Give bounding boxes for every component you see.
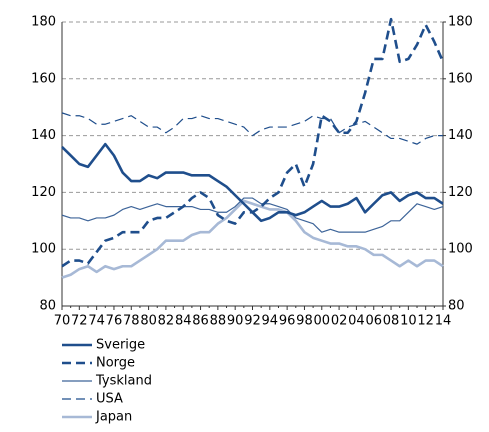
line-series [61,112,443,145]
x-tick-label: 10 [400,314,417,329]
x-tick-label: 08 [383,314,400,329]
x-tick-label: 04 [348,314,365,329]
x-tick-label: 76 [106,314,123,329]
legend-label: Sverige [96,338,145,353]
y2-tick-label: 120 [448,185,473,200]
legend-label: USA [96,392,123,407]
x-tick-label: 90 [227,314,244,329]
x-tick-label: 72 [71,314,88,329]
x-tick-label: 96 [279,314,296,329]
y2-tick-label: 180 [448,15,473,30]
x-tick-label: 14 [435,314,452,329]
y-tick-label: 80 [39,299,56,314]
x-tick-label: 84 [175,314,192,329]
x-tick-label: 86 [192,314,209,329]
x-tick-label: 80 [140,314,157,329]
line-series [61,199,444,279]
y2-tick-label: 80 [448,299,465,314]
line-series [61,142,444,223]
legend-label: Norge [96,356,135,371]
y2-tick-label: 140 [448,128,473,143]
y-tick-label: 160 [31,71,56,86]
y-tick-label: 100 [31,242,56,257]
x-tick-label: 88 [210,314,227,329]
y-tick-label: 180 [31,15,56,30]
line-series [61,17,445,268]
y2-tick-label: 100 [448,242,473,257]
x-tick-label: 02 [331,314,348,329]
legend-label: Tyskland [95,374,152,389]
y2-tick-label: 160 [448,71,473,86]
x-tick-label: 06 [365,314,382,329]
line-series [61,197,444,233]
x-tick-label: 94 [262,314,279,329]
x-tick-label: 92 [244,314,261,329]
x-tick-label: 98 [296,314,313,329]
y-tick-label: 120 [31,185,56,200]
x-tick-label: 78 [123,314,140,329]
y-tick-label: 140 [31,128,56,143]
x-tick-label: 12 [417,314,434,329]
x-tick-label: 74 [88,314,105,329]
legend-label: Japan [95,410,132,425]
x-tick-label: 82 [158,314,175,329]
x-tick-label: 70 [54,314,71,329]
x-tick-label: 00 [313,314,330,329]
